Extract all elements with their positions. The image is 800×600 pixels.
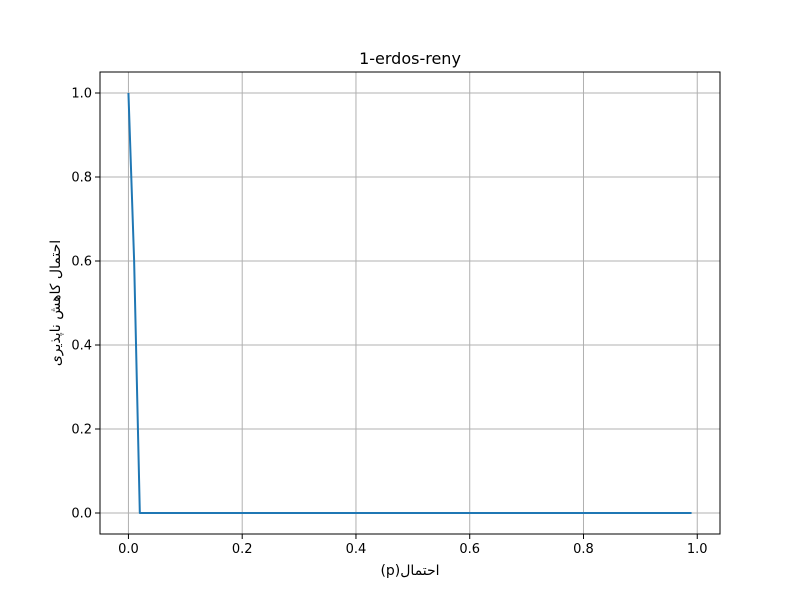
axis-ticks: 0.0 0.2 0.4 0.6 0.8 1.0 0.0 0.2 0.4 0.6 0.8 1.0 (71, 87, 707, 558)
series-line (127, 92, 692, 514)
x-tick-label: 1.0 (687, 542, 708, 557)
y-tick-label: 0.8 (71, 171, 92, 186)
y-axis-label: احتمال کاهش ناپذیری (48, 240, 64, 366)
x-tick-label: 0.4 (346, 542, 367, 557)
x-tick-label: 0.8 (573, 542, 594, 557)
series-layer (127, 92, 692, 514)
chart-title: 1-erdos-reny (359, 49, 461, 68)
y-tick-label: 0.2 (71, 423, 92, 438)
plot-frame (99, 71, 721, 535)
x-tick-label: 0.6 (459, 542, 480, 557)
y-tick-label: 1.0 (71, 87, 92, 102)
x-tick-label: 0.2 (232, 542, 253, 557)
y-tick-label: 0.4 (71, 339, 92, 354)
x-tick-label: 0.0 (118, 542, 139, 557)
y-tick-label: 0.0 (71, 507, 92, 522)
y-tick-label: 0.6 (71, 255, 92, 270)
x-axis-label: احتمال(p) (380, 563, 439, 579)
